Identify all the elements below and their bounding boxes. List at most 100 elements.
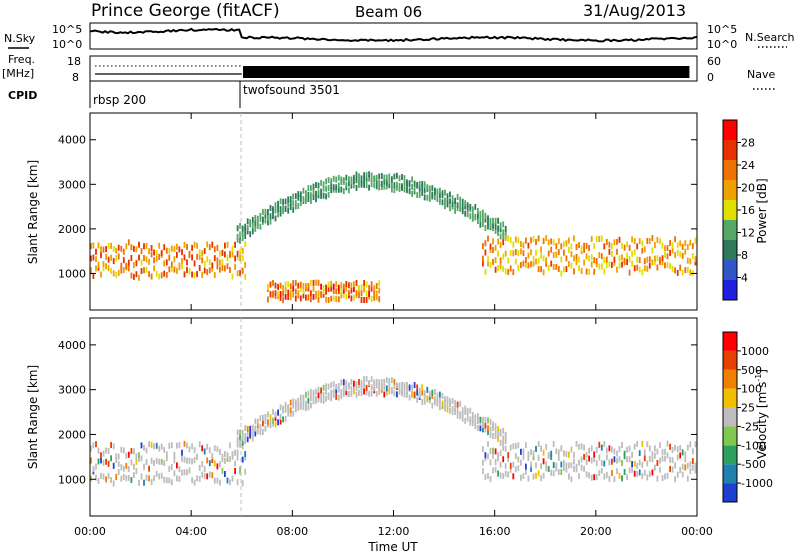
- heatmap-cell: [646, 441, 649, 448]
- heatmap-cell: [568, 237, 570, 244]
- heatmap-cell: [219, 266, 221, 273]
- heatmap-cell: [403, 186, 406, 193]
- heatmap-cell: [267, 214, 269, 221]
- heatmap-cell: [492, 452, 494, 459]
- heatmap-cell: [138, 452, 140, 459]
- heatmap-cell: [312, 279, 315, 286]
- heatmap-cell: [522, 260, 525, 267]
- heatmap-cell: [241, 439, 244, 446]
- colorbar-tick-label: -100: [741, 439, 766, 452]
- heatmap-cell: [482, 468, 484, 475]
- heatmap-cell: [287, 201, 290, 208]
- cpid-segment-1: rbsp 200: [93, 93, 146, 107]
- heatmap-cell: [540, 246, 542, 253]
- heatmap-cell: [125, 262, 128, 269]
- colorbar-tick-label: 12: [741, 227, 755, 240]
- heatmap-cell: [133, 262, 135, 268]
- heatmap-cell: [170, 442, 173, 449]
- heatmap-cell: [626, 259, 628, 265]
- heatmap-cell: [236, 270, 239, 277]
- heatmap-cell: [456, 401, 459, 408]
- heatmap-cell: [348, 176, 350, 183]
- heatmap-cell: [461, 415, 464, 422]
- heatmap-cell: [588, 255, 590, 262]
- heatmap-cell: [605, 454, 608, 461]
- heatmap-cell: [244, 223, 247, 230]
- heatmap-cell: [378, 296, 381, 303]
- heatmap-cell: [360, 175, 363, 182]
- y-tick-label: 3000: [58, 384, 86, 397]
- heatmap-cell: [421, 389, 424, 396]
- heatmap-cell: [206, 241, 209, 248]
- heatmap-cell: [208, 244, 211, 251]
- heatmap-cell: [502, 473, 505, 480]
- heatmap-cell: [302, 196, 305, 203]
- heatmap-cell: [583, 453, 585, 460]
- heatmap-cell: [269, 291, 272, 298]
- heatmap-cell: [492, 222, 494, 229]
- freq-block: [243, 66, 690, 78]
- heatmap-cell: [241, 247, 244, 254]
- heatmap-cell: [441, 199, 444, 206]
- heatmap-cell: [487, 235, 489, 242]
- heatmap-cell: [679, 445, 682, 451]
- heatmap-cell: [621, 442, 623, 448]
- heatmap-cell: [170, 464, 173, 470]
- heatmap-cell: [380, 384, 383, 391]
- heatmap-cell: [181, 455, 183, 462]
- heatmap-cell: [411, 183, 413, 190]
- heatmap-cell: [380, 173, 383, 180]
- heatmap-cell: [686, 475, 689, 482]
- heatmap-cell: [487, 215, 489, 222]
- heatmap-cell: [487, 473, 489, 479]
- heatmap-cell: [484, 225, 487, 231]
- heatmap-cell: [502, 239, 505, 246]
- heatmap-cell: [416, 192, 419, 199]
- heatmap-cell: [537, 454, 540, 461]
- heatmap-cell: [502, 444, 505, 451]
- heatmap-cell: [95, 256, 97, 263]
- heatmap-cell: [165, 247, 168, 254]
- heatmap-cell: [636, 256, 639, 263]
- heatmap-cell: [679, 264, 682, 271]
- heatmap-cell: [160, 458, 163, 465]
- cpid-segment-2: twofsound 3501: [243, 83, 340, 97]
- heatmap-cell: [315, 279, 317, 286]
- heatmap-cell: [431, 402, 434, 409]
- heatmap-cell: [143, 267, 145, 274]
- heatmap-cell: [340, 282, 343, 289]
- heatmap-cell: [216, 257, 219, 264]
- heatmap-cell: [479, 425, 482, 432]
- heatmap-cell: [107, 460, 110, 467]
- heatmap-cell: [471, 206, 474, 213]
- heatmap-cell: [279, 413, 282, 420]
- heatmap-cell: [580, 456, 583, 463]
- heatmap-cell: [621, 261, 623, 268]
- heatmap-cell: [631, 236, 633, 243]
- heatmap-cell: [648, 238, 651, 244]
- heatmap-cell: [659, 238, 661, 245]
- heatmap-cell: [315, 196, 317, 203]
- heatmap-cell: [138, 455, 140, 462]
- heatmap-cell: [297, 191, 300, 198]
- heatmap-cell: [691, 458, 694, 465]
- nsky-panel-frame: [89, 22, 698, 50]
- heatmap-cell: [211, 457, 214, 463]
- heatmap-cell: [340, 287, 343, 294]
- heatmap-cell: [509, 265, 512, 272]
- heatmap-cell: [694, 467, 697, 474]
- heatmap-cell: [656, 264, 659, 271]
- heatmap-cell: [267, 284, 269, 290]
- heatmap-cell: [138, 274, 140, 281]
- heatmap-cell: [320, 397, 322, 403]
- heatmap-cell: [150, 273, 153, 280]
- heatmap-cell: [514, 249, 517, 256]
- heatmap-cell: [388, 382, 391, 389]
- heatmap-cell: [555, 448, 558, 455]
- heatmap-cell: [418, 191, 421, 198]
- heatmap-cell: [201, 445, 204, 452]
- heatmap-cell: [494, 448, 497, 455]
- heatmap-cell: [365, 376, 368, 382]
- heatmap-cell: [107, 256, 110, 263]
- freq-trace: [95, 65, 690, 78]
